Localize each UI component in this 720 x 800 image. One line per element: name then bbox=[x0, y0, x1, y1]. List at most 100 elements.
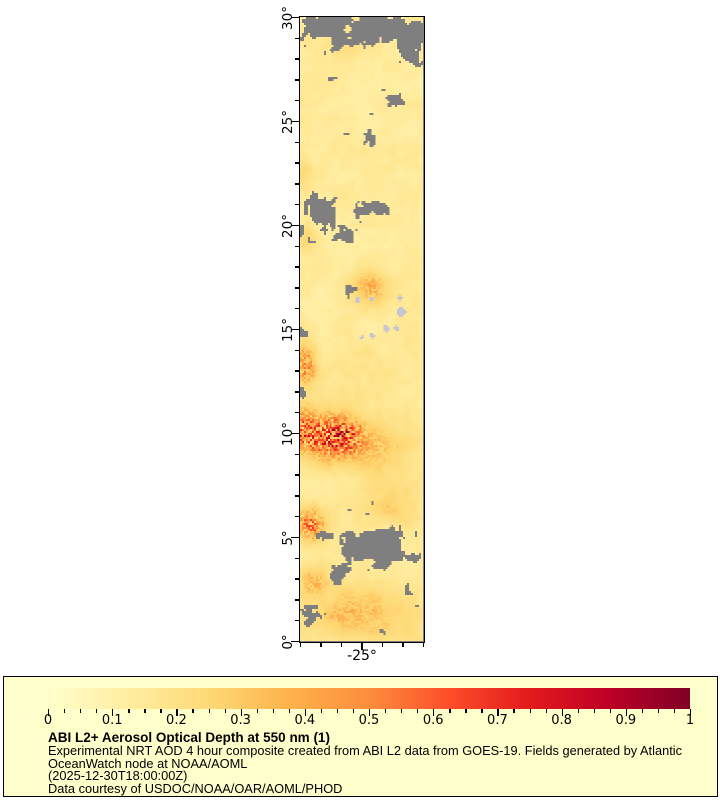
colorbar-tick bbox=[417, 709, 419, 713]
colorbar-tick-label: 0.5 bbox=[358, 713, 380, 728]
colorbar-tick bbox=[401, 709, 403, 713]
colorbar-tick-label: 0.6 bbox=[422, 713, 444, 728]
latitude-tick bbox=[295, 453, 299, 455]
latitude-tick bbox=[295, 370, 299, 372]
latitude-tick-label: 0° bbox=[280, 633, 296, 650]
colorbar-tick bbox=[625, 709, 628, 716]
colorbar-tick-label: 1 bbox=[685, 713, 695, 728]
latitude-tick bbox=[291, 536, 299, 539]
colorbar-tick bbox=[160, 709, 162, 713]
latitude-tick-label: 25° bbox=[280, 109, 296, 134]
colorbar-tick bbox=[80, 709, 82, 713]
latitude-tick bbox=[295, 100, 299, 102]
latitude-tick-label: 15° bbox=[280, 317, 296, 342]
colorbar-tick bbox=[657, 709, 660, 713]
latitude-tick bbox=[295, 79, 299, 81]
legend-desc-line-1: Experimental NRT AOD 4 hour composite cr… bbox=[48, 743, 682, 758]
latitude-tick bbox=[295, 141, 299, 143]
legend-desc-line-2: OceanWatch node at NOAA/AOML bbox=[48, 755, 248, 771]
colorbar-tick bbox=[433, 709, 435, 716]
colorbar-tick bbox=[288, 709, 291, 713]
colorbar-tick-label: 0.9 bbox=[615, 713, 637, 728]
latitude-tick bbox=[295, 557, 299, 559]
latitude-tick bbox=[295, 37, 299, 39]
longitude-tick-label: -25° bbox=[347, 648, 377, 664]
colorbar-tick bbox=[240, 709, 242, 716]
legend-title: ABI L2+ Aerosol Optical Depth at 550 nm … bbox=[48, 730, 330, 745]
latitude-tick bbox=[291, 328, 299, 331]
latitude-tick-label: 20° bbox=[280, 213, 296, 238]
aod-heatmap-canvas bbox=[300, 17, 423, 641]
colorbar-tick bbox=[641, 709, 644, 713]
latitude-tick bbox=[291, 16, 299, 19]
colorbar-tick bbox=[352, 709, 355, 713]
colorbar-tick bbox=[112, 709, 114, 716]
colorbar-tick bbox=[609, 709, 612, 713]
longitude-tick bbox=[361, 643, 363, 650]
colorbar-tick bbox=[465, 709, 467, 713]
colorbar-tick bbox=[48, 709, 50, 716]
colorbar-tick bbox=[208, 709, 210, 713]
latitude-tick bbox=[295, 162, 299, 164]
colorbar-tick-label: 0.3 bbox=[230, 713, 251, 728]
colorbar-tick bbox=[144, 709, 146, 713]
colorbar-tick bbox=[176, 709, 178, 716]
colorbar-tick bbox=[561, 709, 563, 716]
colorbar-tick bbox=[96, 709, 98, 713]
colorbar-tick bbox=[513, 709, 515, 713]
colorbar-tick bbox=[304, 709, 307, 716]
colorbar-tick bbox=[272, 709, 274, 713]
latitude-tick bbox=[291, 640, 299, 643]
latitude-tick bbox=[295, 245, 299, 247]
latitude-tick bbox=[295, 349, 299, 351]
longitude-tick bbox=[402, 643, 404, 647]
colorbar-tick bbox=[497, 709, 499, 716]
colorbar-tick bbox=[577, 709, 579, 713]
latitude-tick bbox=[295, 287, 299, 289]
latitude-tick bbox=[295, 412, 299, 414]
colorbar-tick bbox=[256, 709, 258, 713]
colorbar-gradient bbox=[48, 688, 690, 709]
colorbar-tick bbox=[224, 709, 226, 713]
latitude-tick bbox=[295, 599, 299, 601]
legend-courtesy: Data courtesy of USDOC/NOAA/OAR/AOML/PHO… bbox=[48, 780, 343, 796]
colorbar-tick-label: 0.1 bbox=[101, 713, 123, 728]
latitude-tick bbox=[291, 432, 299, 435]
latitude-tick bbox=[295, 620, 299, 622]
longitude-tick bbox=[422, 643, 425, 647]
colorbar-tick bbox=[593, 709, 595, 713]
latitude-tick bbox=[295, 578, 299, 580]
latitude-tick bbox=[295, 391, 299, 393]
colorbar-tick bbox=[336, 709, 339, 713]
colorbar-tick bbox=[481, 709, 483, 713]
legend-timestamp: (2025-12-30T18:00:00Z) bbox=[48, 768, 188, 783]
longitude-tick bbox=[340, 643, 343, 647]
colorbar-tick bbox=[385, 709, 387, 713]
colorbar-legend-box: 0 0.1 0.2 0.3 0.4 0.5 0.6 0.7 0.8 0.9 1 ABI L2+ Ae… bbox=[3, 676, 718, 797]
colorbar-tick bbox=[64, 709, 66, 713]
colorbar-tick bbox=[673, 709, 676, 713]
colorbar-tick bbox=[369, 709, 371, 716]
colorbar-tick bbox=[128, 709, 130, 713]
colorbar-tick-label: 0 bbox=[43, 713, 53, 728]
latitude-tick bbox=[291, 224, 299, 227]
latitude-tick bbox=[295, 58, 299, 60]
colorbar-tick-label: 0.2 bbox=[166, 713, 187, 728]
colorbar-tick-label: 0.4 bbox=[294, 713, 316, 728]
latitude-tick-label: 5° bbox=[280, 529, 296, 546]
latitude-tick bbox=[295, 183, 299, 185]
latitude-tick bbox=[295, 308, 299, 310]
colorbar-tick-label: 0.7 bbox=[487, 713, 508, 728]
latitude-tick bbox=[295, 474, 299, 476]
colorbar-tick bbox=[320, 709, 323, 713]
latitude-tick-label: 10° bbox=[280, 421, 296, 446]
longitude-tick bbox=[381, 643, 384, 647]
map-plot-frame bbox=[299, 16, 425, 643]
colorbar-tick-label: 0.8 bbox=[551, 713, 572, 728]
legend-text-block: ABI L2+ Aerosol Optical Depth at 550 nm … bbox=[48, 731, 682, 795]
longitude-tick bbox=[320, 643, 322, 647]
longitude-tick bbox=[299, 643, 302, 647]
latitude-tick bbox=[295, 266, 299, 268]
latitude-tick bbox=[295, 204, 299, 206]
